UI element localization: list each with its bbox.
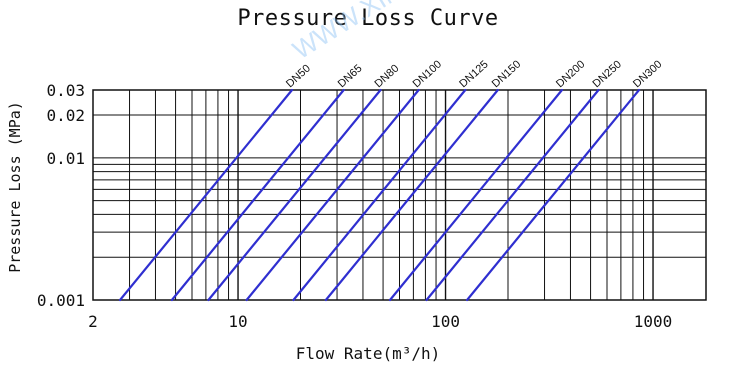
series-label-dn65: DN65: [336, 62, 365, 90]
series-label-dn80: DN80: [372, 62, 401, 90]
x-tick-label: 2: [88, 312, 98, 331]
y-tick-label: 0.03: [46, 81, 85, 100]
series-line-dn300: [465, 88, 641, 302]
x-tick-label: 1000: [634, 312, 673, 331]
series-line-dn100: [245, 88, 420, 302]
chart-title: Pressure Loss Curve: [237, 6, 499, 31]
y-tick-label: 0.01: [46, 149, 85, 168]
series-label-dn150: DN150: [490, 58, 523, 90]
series-line-dn250: [425, 88, 600, 302]
series-label-dn50: DN50: [284, 62, 313, 90]
series-line-dn65: [170, 88, 345, 302]
series-label-dn250: DN250: [590, 58, 623, 90]
series-label-dn125: DN125: [457, 58, 490, 90]
watermark-text: WWW.XIN: [287, 0, 407, 65]
series-label-dn300: DN300: [631, 58, 664, 90]
plot-frame: [92, 89, 707, 301]
series-label-dn100: DN100: [411, 58, 444, 90]
series-line-dn80: [207, 88, 382, 302]
series-line-dn200: [388, 88, 564, 302]
x-tick-label: 100: [431, 312, 460, 331]
series-label-dn200: DN200: [554, 58, 587, 90]
x-tick-label: 10: [228, 312, 247, 331]
series-line-dn150: [324, 88, 499, 302]
series-line-dn50: [118, 88, 294, 302]
y-tick-label: 0.001: [37, 291, 85, 310]
x-axis-title: Flow Rate(m³/h): [295, 344, 441, 363]
series-line-dn125: [292, 88, 467, 302]
y-tick-label: 0.02: [46, 106, 85, 125]
